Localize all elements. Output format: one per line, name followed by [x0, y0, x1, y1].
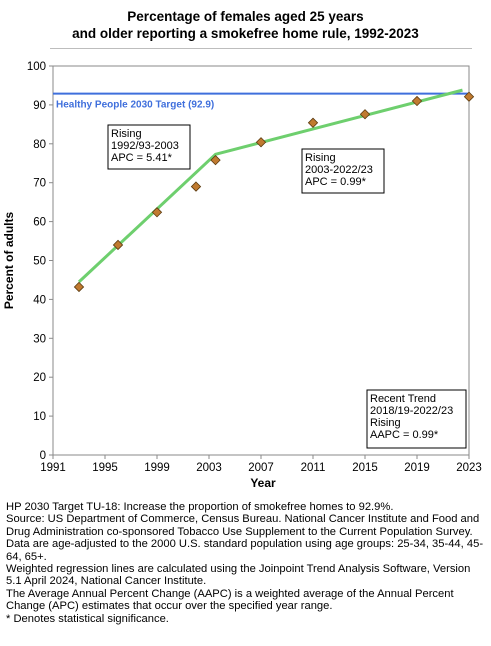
data-point	[463, 91, 475, 102]
data-point	[307, 117, 319, 128]
y-tick-label: 60	[33, 217, 46, 229]
x-tick-label: 1999	[144, 462, 170, 474]
chart-title-line-1: Percentage of females aged 25 years	[127, 9, 364, 24]
data-point	[411, 95, 423, 107]
annotation-line: 2018/19-2022/23	[370, 405, 453, 417]
x-tick-label: 2003	[196, 462, 222, 474]
trend-line	[77, 88, 463, 283]
y-tick-label: 50	[33, 256, 46, 268]
annotation-line: 1992/93-2003	[111, 140, 179, 152]
annotation-line: Rising	[370, 417, 401, 429]
chart-plot: 0 10 20 30 40 50 60 70 80 90 100 1991 1995 1999 2003 20…	[2, 61, 482, 490]
x-tick-label: 2019	[404, 462, 430, 474]
y-tick-label: 90	[33, 100, 46, 112]
x-tick-label: 2015	[352, 462, 378, 474]
annotation-frame	[366, 389, 467, 449]
annotation-frame	[301, 148, 385, 194]
footnote-aapc: The Average Annual Percent Change (AAPC)…	[6, 587, 454, 613]
y-tick-label: 40	[33, 294, 46, 306]
x-tick-label: 2023	[456, 462, 482, 474]
annotation-line: 2003-2022/23	[305, 164, 373, 176]
data-point	[73, 281, 85, 293]
annotation-line: AAPC = 0.99*	[370, 429, 439, 441]
y-axis-label: Percent of adults	[2, 212, 16, 310]
y-tick-label: 20	[33, 372, 46, 384]
annotation-line: APC = 0.99*	[305, 176, 367, 188]
x-tick-label: 2007	[248, 462, 274, 474]
data-point	[112, 239, 124, 251]
data-point	[210, 154, 221, 166]
title-divider	[50, 48, 472, 49]
footnote-age-adjustment: Data are age-adjusted to the 2000 U.S. s…	[6, 538, 484, 563]
annotation-line: Rising	[111, 128, 142, 140]
annotation-frame	[107, 124, 191, 170]
data-point	[255, 137, 267, 148]
data-point	[190, 181, 202, 192]
y-tick-label: 70	[33, 178, 46, 190]
footnote-target: HP 2030 Target TU-18: Increase the propo…	[6, 501, 394, 513]
x-tick-label: 1991	[40, 462, 66, 474]
chart-title: Percentage of females aged 25 years and …	[0, 8, 491, 42]
data-point	[151, 207, 163, 218]
chart-title-line-2: and older reporting a smokefree home rul…	[72, 26, 419, 41]
annotation-line: APC = 5.41*	[111, 152, 173, 164]
footnotes: HP 2030 Target TU-18: Increase the propo…	[6, 501, 488, 625]
annotation-line: Recent Trend	[370, 393, 436, 405]
annotation-line: Rising	[305, 152, 336, 164]
footnote-significance: * Denotes statistical significance.	[6, 612, 169, 625]
y-tick-label: 80	[33, 139, 46, 151]
target-label: Healthy People 2030 Target (92.9)	[56, 100, 214, 111]
y-tick-label: 100	[27, 61, 46, 73]
data-point	[359, 109, 371, 120]
y-tick-label: 30	[33, 333, 46, 345]
footnote-source: Source: US Department of Commerce, Censu…	[6, 513, 480, 538]
footnote-regression: Weighted regression lines are calculated…	[6, 563, 471, 588]
y-tick-label: 0	[40, 450, 46, 462]
x-tick-label: 2011	[301, 462, 326, 474]
x-axis-label: Year	[250, 476, 276, 490]
x-tick-label: 1995	[92, 462, 118, 474]
y-tick-label: 10	[33, 411, 46, 423]
